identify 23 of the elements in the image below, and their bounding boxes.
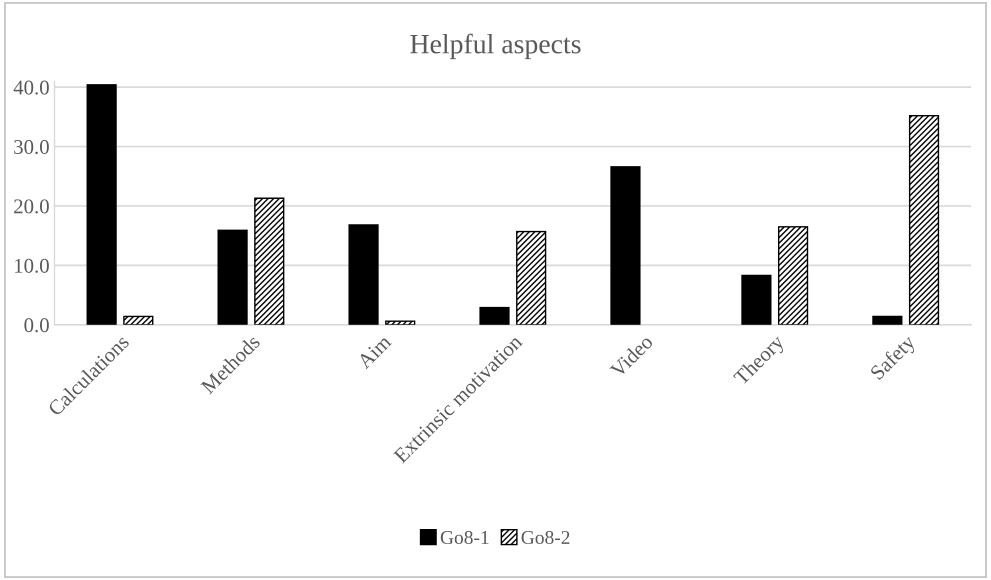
y-tick-label: 20.0: [14, 199, 49, 214]
y-tick-label: 10.0: [15, 258, 49, 273]
bar: [741, 274, 772, 325]
bar: [86, 84, 117, 325]
bar: [479, 306, 510, 325]
y-tick-label: 30.0: [14, 140, 49, 154]
x-tick-label: Aim: [356, 334, 392, 370]
legend-label: Go8-1: [440, 530, 488, 544]
bar: [123, 316, 154, 325]
chart-title: Helpful aspects: [410, 34, 580, 60]
y-tick-label: 0.0: [24, 318, 49, 332]
bar: [218, 230, 248, 325]
bar: [348, 224, 379, 325]
legend-label: Go8-2: [522, 530, 570, 544]
bar: [908, 114, 940, 325]
bar: [385, 320, 416, 325]
bar: [610, 166, 641, 325]
bar: [778, 226, 808, 325]
bar: [254, 198, 284, 325]
y-tick-label: 40.0: [14, 80, 49, 95]
bar: [516, 230, 546, 325]
bar: [872, 316, 902, 325]
x-tick-label: Video: [608, 334, 654, 379]
